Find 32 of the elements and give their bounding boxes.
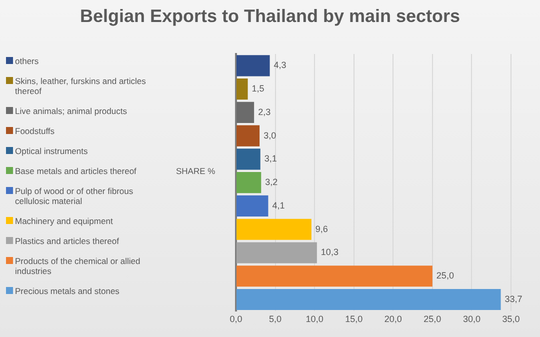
data-label: 3,1 xyxy=(264,154,277,164)
legend-label: Machinery and equipment xyxy=(15,216,113,226)
x-tick-label: 15,0 xyxy=(345,314,363,324)
x-tick-label: 0,0 xyxy=(230,314,242,324)
x-tick-label: 35,0 xyxy=(502,314,520,324)
data-label: 10,3 xyxy=(320,247,338,258)
x-tick-label: 5,0 xyxy=(269,314,282,324)
legend-label: others xyxy=(15,56,39,66)
legend-label: Products of the chemical or allied industries xyxy=(15,256,142,276)
x-tick-label: 25,0 xyxy=(424,314,442,324)
legend-label: Foodstuffs xyxy=(15,126,55,136)
data-label: 25,0 xyxy=(436,270,454,281)
legend-label: Pulp of wood or of other fibrous cellulosic material xyxy=(15,186,134,206)
chart-title: Belgian Exports to Thailand by main sectors xyxy=(78,6,462,27)
data-label: 9,6 xyxy=(315,224,328,234)
data-label: 4,3 xyxy=(274,60,286,70)
x-tick-label: 20,0 xyxy=(384,314,402,324)
data-label: 33,7 xyxy=(504,294,522,304)
legend-label: Optical instruments xyxy=(15,146,88,156)
data-label: 4,1 xyxy=(272,200,285,210)
x-tick-label: 30,0 xyxy=(462,314,480,324)
data-label: 3,0 xyxy=(264,130,276,140)
data-label: 1,5 xyxy=(252,84,264,94)
legend-label: Precious metals and stones xyxy=(15,286,120,296)
data-label: 2,3 xyxy=(258,106,271,117)
legend-label: Live animals; animal products xyxy=(15,106,127,116)
x-tick-label: 10,0 xyxy=(306,314,324,324)
y-axis-title: SHARE % xyxy=(176,166,216,176)
data-label: 3,2 xyxy=(265,177,278,188)
legend-label: Skins, leather, furskins and articles thereof xyxy=(15,76,147,96)
legend-label: Base metals and articles thereof xyxy=(15,166,136,176)
legend-label: Plastics and articles thereof xyxy=(15,236,119,246)
